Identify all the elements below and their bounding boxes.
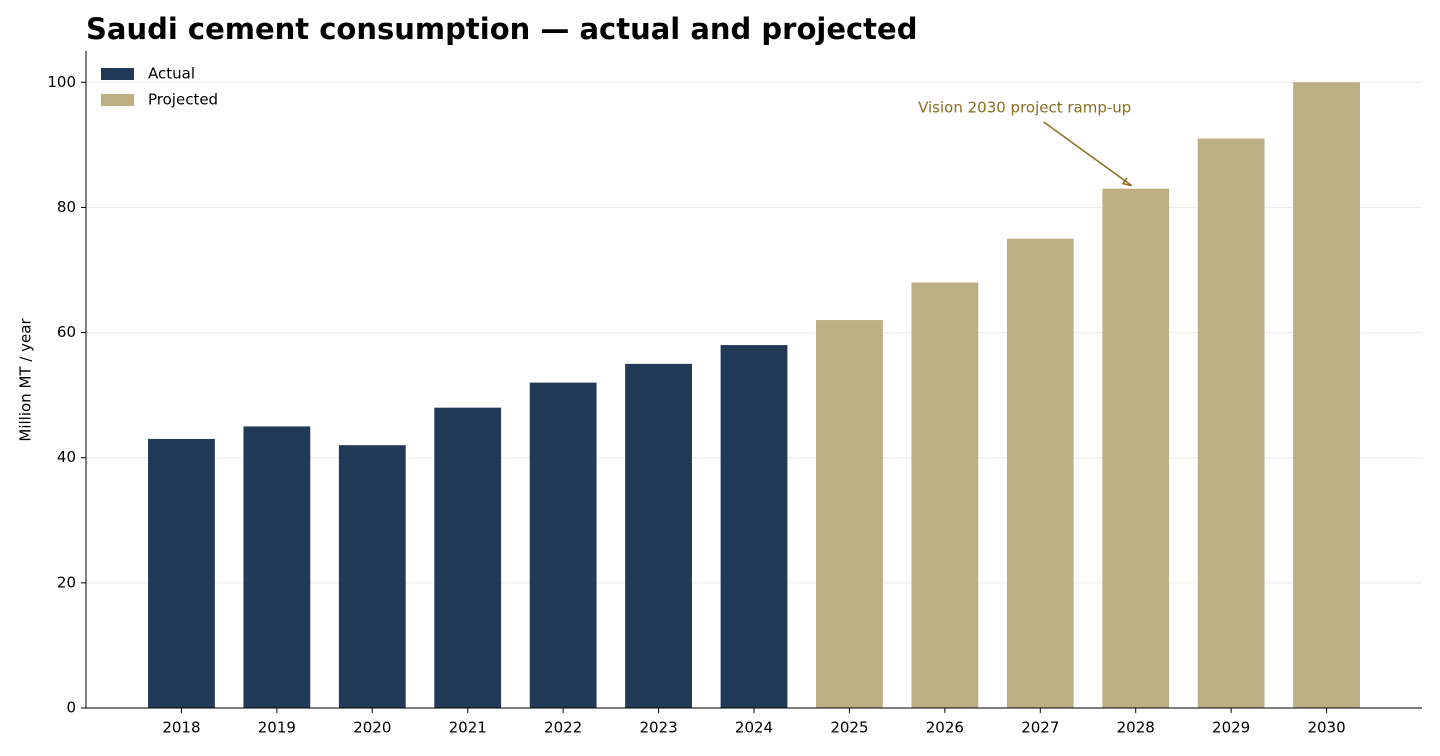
bar (911, 282, 979, 708)
y-tick-label: 60 (57, 323, 76, 341)
bar (816, 320, 883, 708)
y-axis-label: Million MT / year (17, 318, 35, 442)
y-tick-label: 0 (66, 699, 76, 717)
x-tick-label: 2024 (735, 719, 773, 737)
bar (1006, 238, 1074, 708)
bar (1293, 82, 1360, 709)
x-tick-label: 2025 (830, 719, 868, 737)
x-tick-label: 2026 (926, 719, 964, 737)
x-tick-label: 2022 (544, 719, 582, 737)
bar (529, 382, 597, 708)
x-tick-label: 2018 (162, 719, 200, 737)
y-tick-label: 40 (57, 448, 76, 466)
bar (434, 407, 502, 708)
legend-label: Actual (148, 65, 195, 83)
y-tick-label: 80 (57, 198, 76, 216)
bar (720, 345, 788, 708)
x-tick-label: 2019 (258, 719, 296, 737)
x-tick-label: 2029 (1212, 719, 1250, 737)
bar (1102, 188, 1170, 708)
x-tick-label: 2021 (449, 719, 487, 737)
bar (1197, 138, 1265, 709)
x-tick-label: 2027 (1021, 719, 1059, 737)
legend-swatch (101, 94, 134, 106)
annotation-arrowhead (1121, 177, 1132, 187)
legend-label: Projected (148, 91, 218, 109)
x-tick-label: 2023 (639, 719, 677, 737)
annotation-arrow (1043, 121, 1133, 187)
bar (625, 363, 692, 708)
x-tick-label: 2030 (1307, 719, 1345, 737)
y-tick-label: 100 (47, 73, 76, 91)
bar (338, 445, 406, 708)
x-tick-label: 2020 (353, 719, 391, 737)
x-tick-label: 2028 (1117, 719, 1155, 737)
chart-title: Saudi cement consumption — actual and pr… (86, 12, 917, 46)
legend-swatch (101, 68, 134, 80)
annotation: Vision 2030 project ramp-up (918, 99, 1131, 117)
y-tick-label: 20 (57, 573, 76, 591)
bar (148, 438, 215, 708)
bar (243, 426, 311, 708)
